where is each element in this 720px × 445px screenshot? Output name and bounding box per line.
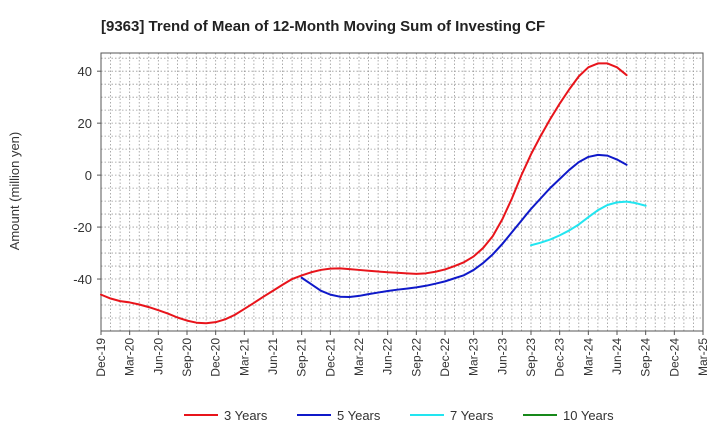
plot-area [101, 53, 703, 331]
series-line-7-years [530, 200, 647, 247]
x-tick-label: Jun-24 [610, 338, 624, 375]
x-tick-label: Dec-24 [667, 338, 681, 377]
legend-label-5-years: 5 Years [337, 408, 381, 423]
axis-layer: 40 20 0 -20 -40 Dec-19 Mar-20 Jun-20 Sep-20 Dec-2… [73, 52, 710, 377]
x-tick-label: Dec-19 [94, 338, 108, 377]
x-tick-label: Sep-22 [409, 338, 423, 377]
series-line-5-years [300, 153, 628, 298]
x-tick-label: Sep-23 [524, 338, 538, 377]
x-tick-label: Mar-22 [352, 338, 366, 376]
series-layer [100, 62, 647, 325]
x-tick-label: Sep-21 [295, 338, 309, 377]
y-axis-label: Amount (million yen) [7, 132, 22, 251]
chart-title: [9363] Trend of Mean of 12-Month Moving … [101, 18, 545, 35]
series-line-3-years [100, 62, 628, 325]
legend: 3 Years 5 Years 7 Years 10 Years [184, 408, 614, 423]
y-tick-label: -40 [73, 272, 92, 287]
x-tick-label: Dec-23 [553, 338, 567, 377]
legend-label-10-years: 10 Years [563, 408, 614, 423]
plot-frame [100, 52, 704, 332]
x-tick-label: Jun-21 [266, 338, 280, 375]
x-tick-label: Dec-22 [438, 338, 452, 377]
y-tick-label: 0 [85, 168, 92, 183]
x-tick-label: Mar-20 [123, 338, 137, 376]
x-tick-label: Mar-21 [237, 338, 251, 376]
x-tick-label: Sep-24 [639, 338, 653, 377]
y-tick-label: 40 [78, 64, 92, 79]
x-tick-label: Mar-25 [696, 338, 710, 376]
y-tick-label: 20 [78, 116, 92, 131]
legend-label-7-years: 7 Years [450, 408, 494, 423]
y-tick-label: -20 [73, 220, 92, 235]
x-tick-label: Dec-21 [323, 338, 337, 377]
x-tick-label: Jun-22 [381, 338, 395, 375]
x-tick-label: Jun-23 [495, 338, 509, 375]
grid-layer [101, 53, 703, 331]
x-tick-label: Dec-20 [209, 338, 223, 377]
x-tick-label: Mar-23 [467, 338, 481, 376]
x-tick-label: Sep-20 [180, 338, 194, 377]
legend-label-3-years: 3 Years [224, 408, 268, 423]
x-tick-label: Mar-24 [581, 338, 595, 376]
x-tick-label: Jun-20 [151, 338, 165, 375]
